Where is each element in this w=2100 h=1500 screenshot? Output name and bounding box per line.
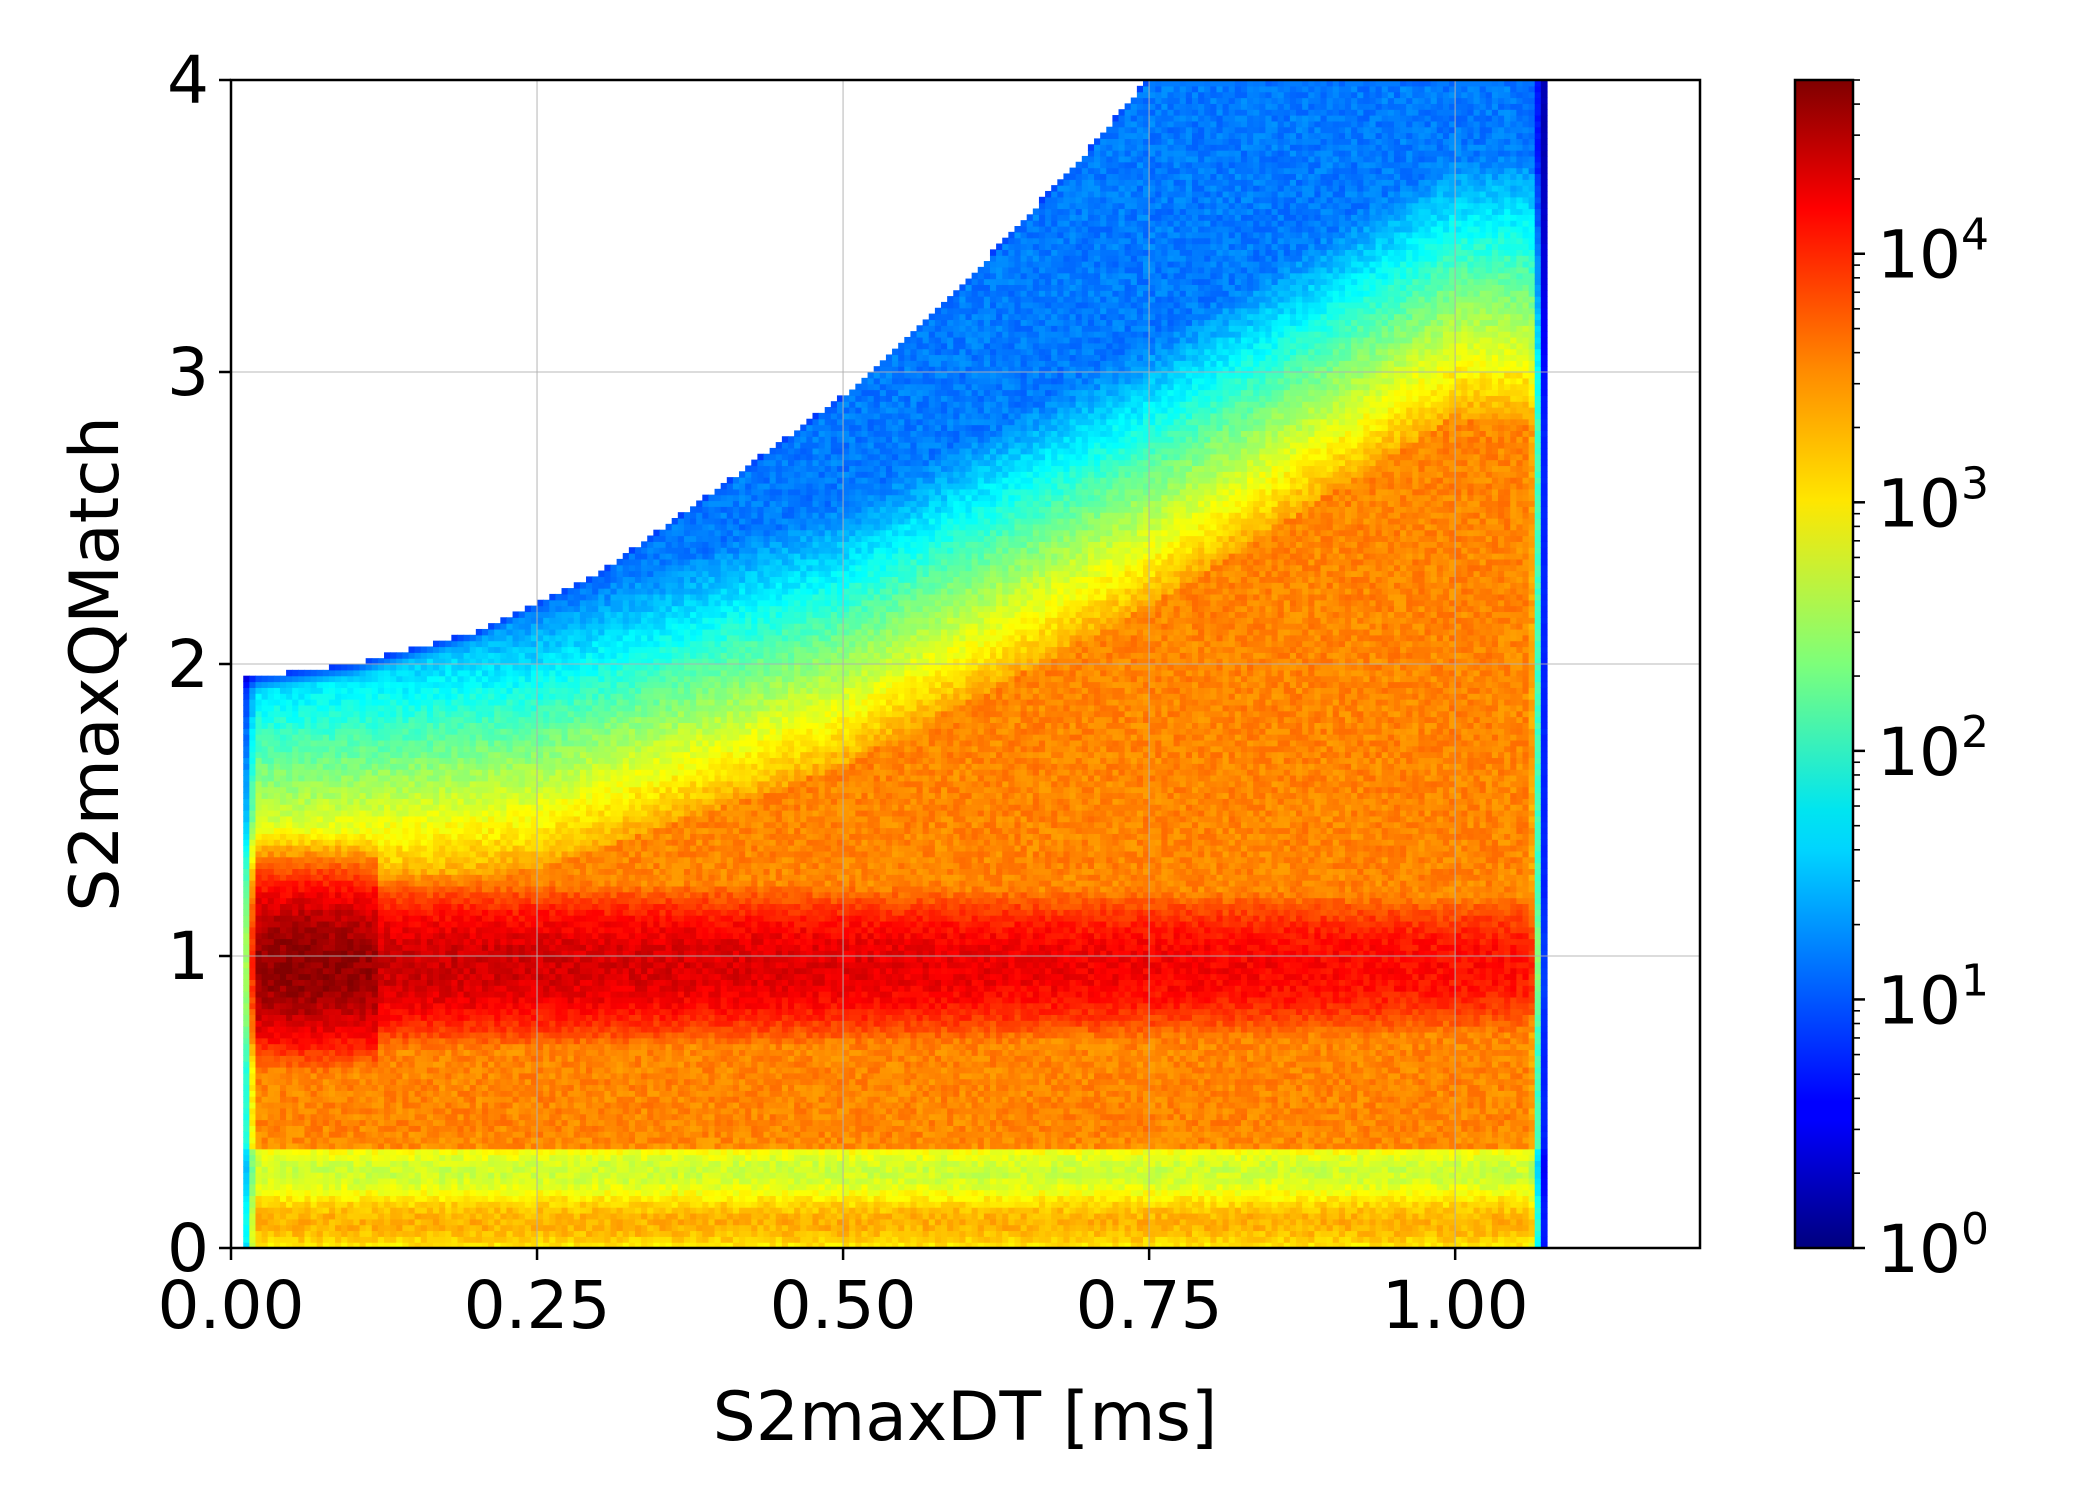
grid	[231, 80, 1700, 1248]
colorbar-tick-label: 102	[1877, 707, 1989, 791]
x-tick-label: 0.25	[464, 1267, 611, 1344]
y-tick-label: 2	[167, 626, 209, 703]
x-tick-label: 0.75	[1076, 1267, 1223, 1344]
x-tick-label: 1.00	[1382, 1267, 1529, 1344]
x-tick-label: 0.50	[770, 1267, 917, 1344]
y-axis-label: S2maxQMatch	[56, 416, 135, 912]
y-tick-label: 0	[167, 1210, 209, 1287]
x-tick-label: 0.00	[158, 1267, 305, 1344]
colorbar	[1793, 78, 1855, 1250]
y-tick-label: 4	[167, 42, 209, 119]
colorbar-tick-label: 103	[1877, 458, 1989, 542]
colorbar-ticks: 100 101 102 103 104	[1853, 79, 1989, 1288]
y-tick-label: 1	[167, 918, 209, 995]
x-axis: 0.00 0.25 0.50 0.75 1.00	[158, 1248, 1529, 1344]
y-tick-label: 3	[167, 334, 209, 411]
colorbar-tick-label: 101	[1877, 955, 1989, 1039]
heatmap-cells	[243, 80, 1548, 1248]
x-axis-label: S2maxDT [ms]	[713, 1378, 1218, 1457]
y-axis: 0 1 2 3 4	[167, 42, 231, 1287]
colorbar-tick-label: 100	[1877, 1204, 1989, 1288]
colorbar-tick-label: 104	[1877, 210, 1989, 294]
